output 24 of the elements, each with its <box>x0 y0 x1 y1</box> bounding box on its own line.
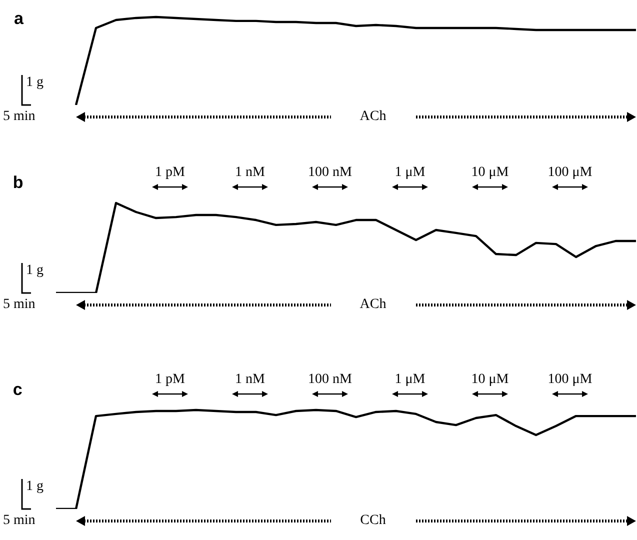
text: 10 μM <box>471 165 509 181</box>
text: ACh <box>360 109 386 125</box>
chart-title: c <box>12 380 22 399</box>
chart-title: b <box>12 172 24 192</box>
text: 1 pM <box>155 165 185 181</box>
text: 100 nM <box>308 165 352 181</box>
text: 5 min <box>3 297 36 313</box>
text: 1 μM <box>394 165 426 181</box>
text: 5 min <box>3 513 36 529</box>
text: 100 μM <box>548 165 592 181</box>
text: 10 μM <box>471 372 509 388</box>
text: 1 g <box>26 75 44 91</box>
chart-title: a <box>14 8 24 28</box>
text: 1 pM <box>155 372 185 388</box>
text: 1 nM <box>235 372 265 388</box>
text: 1 nM <box>235 165 265 181</box>
text: 5 min <box>3 109 36 125</box>
text: 1 g <box>26 479 44 495</box>
text: 100 nM <box>308 372 352 388</box>
text: ACh <box>360 297 386 313</box>
text: 1 g <box>26 263 44 279</box>
text: CCh <box>360 513 386 529</box>
text: 1 μM <box>394 372 426 388</box>
text: 100 μM <box>548 372 592 388</box>
